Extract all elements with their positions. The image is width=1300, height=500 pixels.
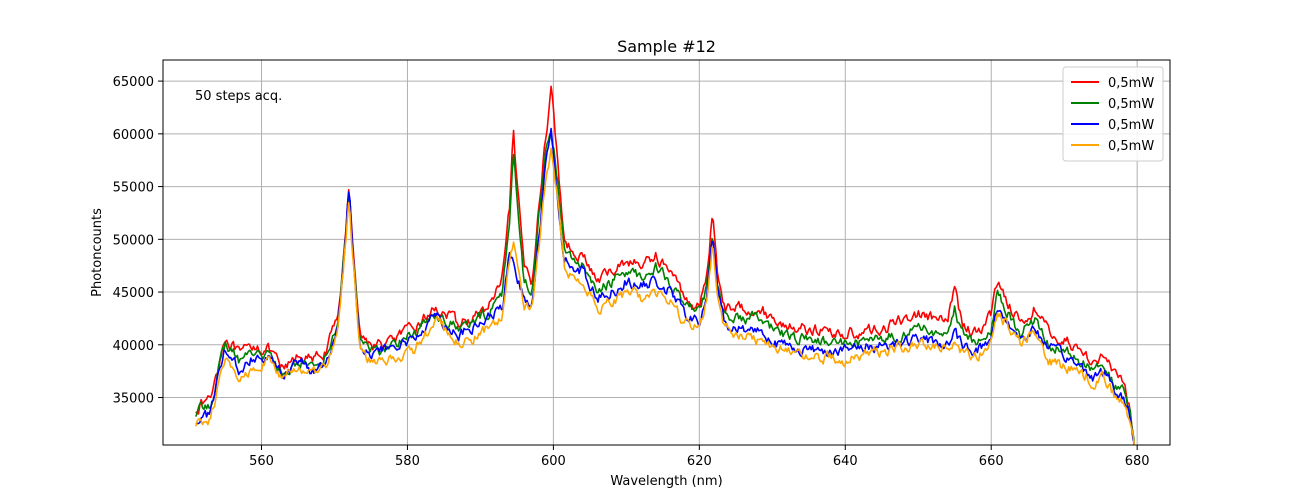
y-axis-ticks: 35000 40000 45000 50000 55000 60000 65000 bbox=[113, 75, 163, 407]
legend: 0,5mW 0,5mW 0,5mW 0,5mW bbox=[1062, 66, 1164, 162]
legend-entry: 0,5mW bbox=[1108, 76, 1154, 91]
legend-entry: 0,5mW bbox=[1108, 97, 1154, 112]
x-axis-ticks: 560 580 600 620 640 660 680 bbox=[249, 445, 1150, 469]
chart-title: Sample #12 bbox=[617, 37, 716, 56]
x-axis-label: Wavelength (nm) bbox=[610, 474, 722, 489]
y-tick-label: 60000 bbox=[113, 128, 154, 143]
x-tick-label: 600 bbox=[541, 454, 566, 469]
plot-frame bbox=[162, 59, 1171, 446]
y-tick-label: 40000 bbox=[113, 339, 154, 354]
y-axis-label: Photoncounts bbox=[90, 208, 105, 297]
x-tick-label: 660 bbox=[979, 454, 1004, 469]
y-tick-label: 65000 bbox=[113, 75, 154, 90]
acquisition-annotation: 50 steps acq. bbox=[195, 89, 282, 104]
x-tick-label: 640 bbox=[833, 454, 858, 469]
x-tick-label: 680 bbox=[1125, 454, 1150, 469]
x-tick-label: 620 bbox=[687, 454, 712, 469]
y-tick-label: 35000 bbox=[113, 392, 154, 407]
y-tick-label: 50000 bbox=[113, 233, 154, 248]
x-tick-label: 580 bbox=[395, 454, 420, 469]
y-tick-label: 55000 bbox=[113, 181, 154, 196]
legend-entry: 0,5mW bbox=[1108, 118, 1154, 133]
legend-entry: 0,5mW bbox=[1108, 139, 1154, 154]
x-tick-label: 560 bbox=[249, 454, 274, 469]
legend-box bbox=[1062, 66, 1164, 162]
series-line-4 bbox=[195, 147, 1135, 445]
y-tick-label: 45000 bbox=[113, 286, 154, 301]
series-layer bbox=[195, 85, 1135, 445]
